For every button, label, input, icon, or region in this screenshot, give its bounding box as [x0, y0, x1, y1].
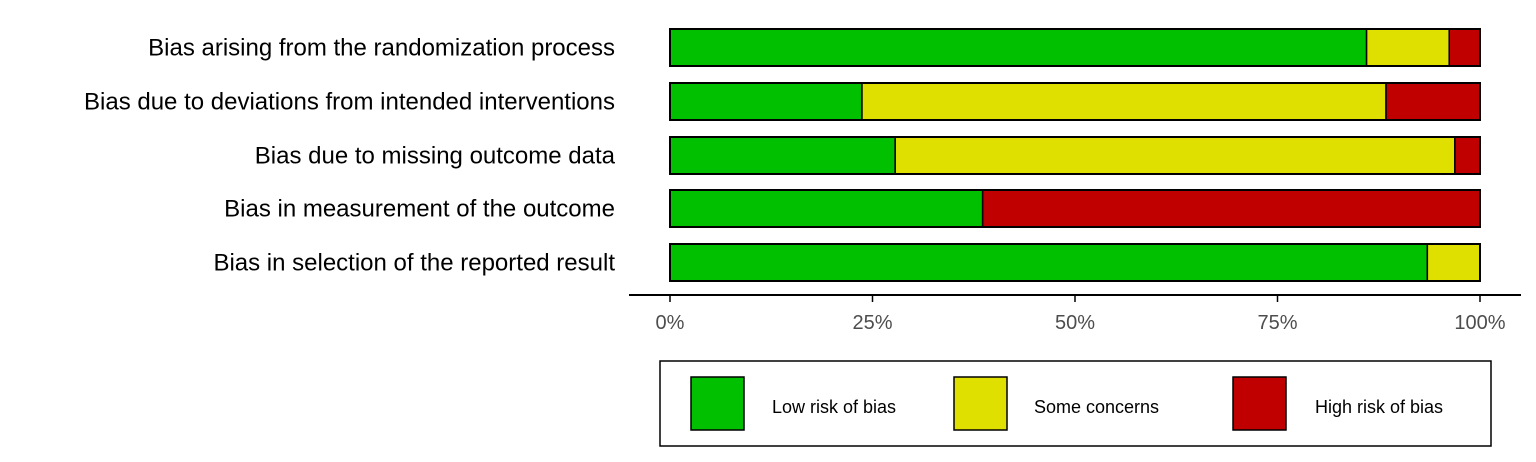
- legend-label: Low risk of bias: [772, 397, 896, 417]
- legend-box: [659, 360, 1492, 447]
- bars-group: [669, 28, 1481, 282]
- legend-label: High risk of bias: [1315, 397, 1443, 417]
- bar-segment: [1365, 28, 1450, 67]
- bar-outline: [669, 28, 1481, 67]
- bar-segment: [1385, 82, 1481, 121]
- category-label: Bias due to missing outcome data: [255, 143, 616, 170]
- bar-segment: [894, 136, 1456, 175]
- bar-segment: [669, 28, 1368, 67]
- legend: Low risk of bias Some concerns High risk o…: [690, 376, 1443, 431]
- x-tick-label: 75%: [1257, 312, 1297, 334]
- bar-outline: [669, 136, 1481, 175]
- x-tick-label: 50%: [1055, 312, 1095, 334]
- bar-segment: [981, 189, 1481, 228]
- x-tick-label: 0%: [656, 312, 685, 334]
- legend-swatch: [690, 376, 745, 431]
- x-tick-label: 25%: [852, 312, 892, 334]
- bar-segment: [1426, 243, 1481, 282]
- bar-segment: [669, 189, 984, 228]
- bar-segment: [669, 136, 896, 175]
- bar-outline: [669, 189, 1481, 228]
- category-label: Bias arising from the randomization proc…: [148, 35, 615, 62]
- x-axis-ticks: 0% 25% 50% 75% 100%: [656, 295, 1506, 334]
- bar-segment: [1448, 28, 1481, 67]
- legend-swatch: [953, 376, 1008, 431]
- legend-label: Some concerns: [1034, 397, 1159, 417]
- x-tick-label: 100%: [1454, 312, 1505, 334]
- category-label: Bias in selection of the reported result: [213, 250, 615, 277]
- category-label: Bias due to deviations from intended int…: [84, 89, 615, 116]
- bar-outline: [669, 243, 1481, 282]
- bar-segment: [861, 82, 1387, 121]
- category-labels: Bias arising from the randomization proc…: [84, 35, 616, 277]
- category-label: Bias in measurement of the outcome: [224, 196, 615, 223]
- bar-segment: [669, 243, 1429, 282]
- bar-segment: [669, 82, 863, 121]
- bar-outline: [669, 82, 1481, 121]
- legend-swatch: [1232, 376, 1287, 431]
- bar-segment: [1454, 136, 1481, 175]
